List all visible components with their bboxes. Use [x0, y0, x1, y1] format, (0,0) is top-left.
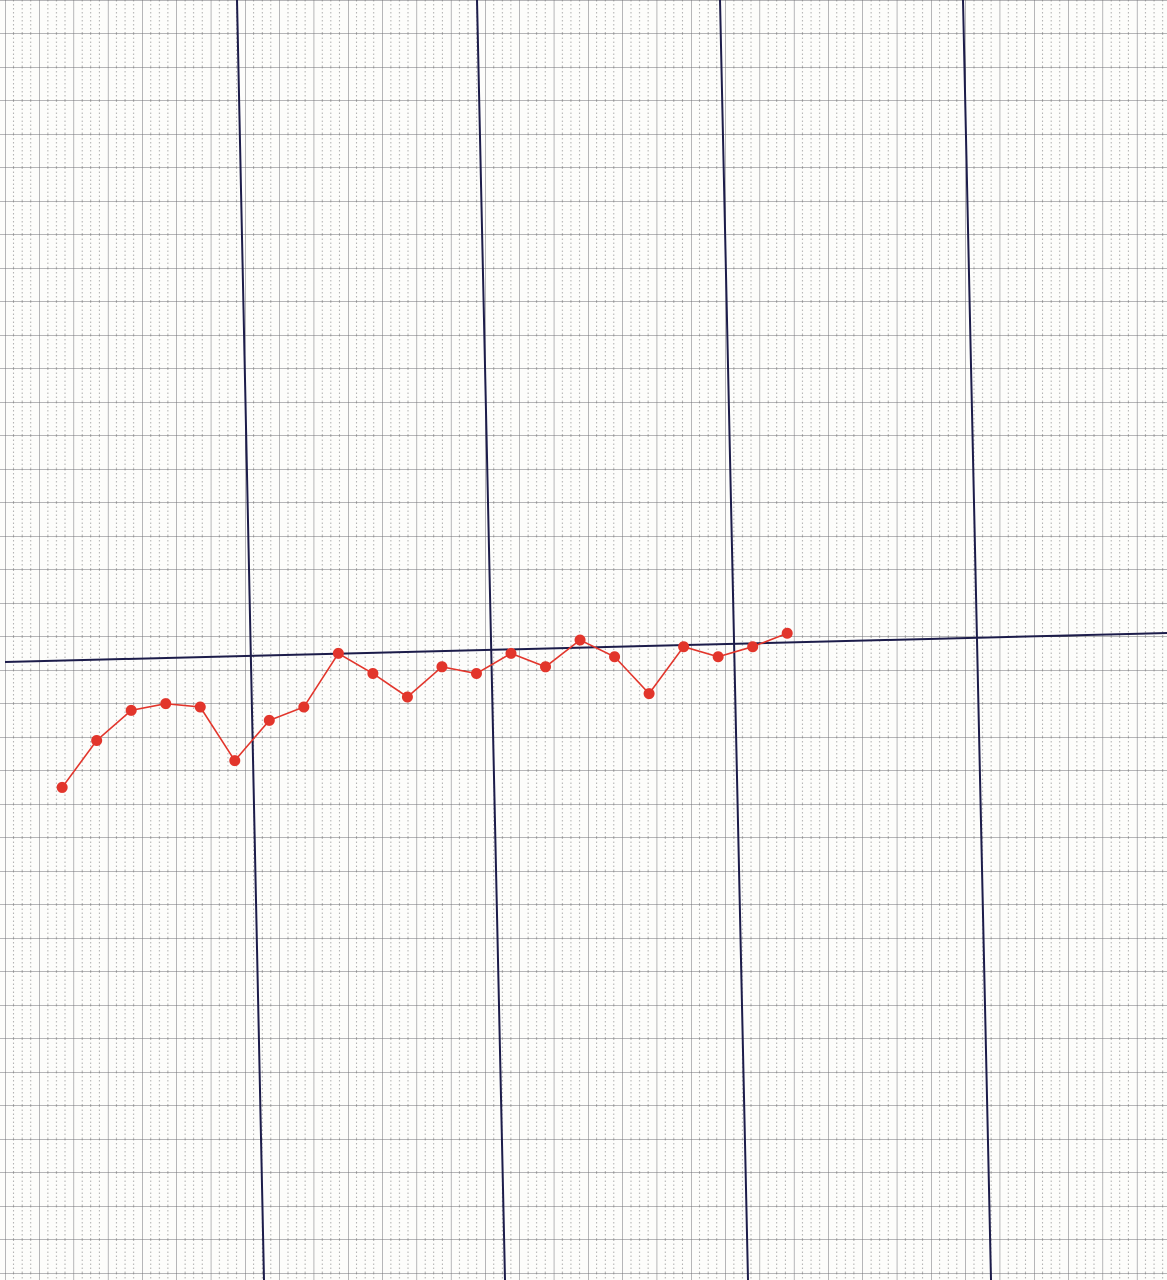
data-point: [540, 661, 552, 673]
series-line: [61, 632, 788, 788]
data-point: [574, 634, 586, 646]
data-point: [298, 701, 310, 713]
data-point: [401, 691, 413, 703]
data-point: [263, 714, 275, 726]
major-line: [719, 0, 749, 1280]
data-point: [125, 704, 137, 716]
data-point: [505, 647, 517, 659]
data-point: [194, 701, 206, 713]
major-line: [476, 0, 506, 1280]
baseline: [4, 632, 1167, 663]
data-point: [470, 668, 482, 680]
data-point: [91, 735, 103, 747]
data-point: [781, 627, 793, 639]
data-point: [747, 641, 759, 653]
data-point: [609, 651, 621, 663]
data-point: [332, 647, 344, 659]
major-lines: [4, 0, 1167, 1280]
data-point: [56, 781, 68, 793]
data-point: [678, 641, 690, 653]
data-point: [229, 755, 241, 767]
major-line: [236, 0, 265, 1280]
data-point: [436, 661, 448, 673]
major-line: [962, 0, 992, 1280]
data-point: [367, 668, 379, 680]
data-point: [643, 688, 655, 700]
data-point: [160, 698, 172, 710]
data-point: [712, 651, 724, 663]
